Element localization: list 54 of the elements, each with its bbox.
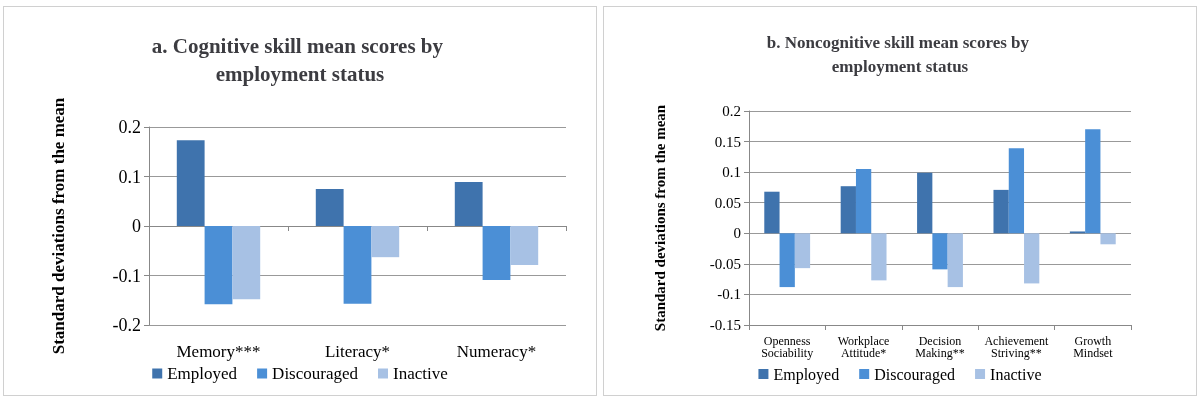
- bar: [794, 233, 811, 269]
- y-tick-label: 0.2: [722, 103, 741, 119]
- x-tick-label: Literacy*: [324, 342, 391, 361]
- y-tick-label: -0.05: [709, 255, 741, 272]
- bar: [232, 226, 261, 300]
- legend-label: Inactive: [990, 365, 1042, 383]
- y-tick-label: -0.15: [709, 317, 741, 333]
- bar: [315, 188, 344, 226]
- x-tick-label: Workplace Attitude*: [837, 334, 890, 360]
- y-tick-label: 0: [132, 216, 141, 236]
- y-tick-label: 0.15: [714, 133, 741, 150]
- bar: [855, 169, 872, 234]
- bar: [1024, 233, 1040, 284]
- chart-title: b. Noncognitive skill mean scores by employment status: [766, 32, 1034, 76]
- x-tick-label: Decision Making**: [915, 334, 965, 360]
- bar: [779, 233, 795, 288]
- y-axis-title: Standard deviations from the mean: [48, 97, 68, 355]
- legend-label: Discouraged: [874, 365, 956, 384]
- bar: [993, 189, 1009, 234]
- bar: [840, 186, 856, 234]
- bar: [932, 233, 948, 270]
- bar: [917, 172, 933, 234]
- y-tick-label: -0.2: [112, 315, 141, 335]
- legend-label: Discouraged: [272, 364, 359, 383]
- y-tick-label: 0.2: [118, 117, 141, 137]
- bar: [871, 233, 887, 281]
- bar: [454, 181, 483, 226]
- x-tick-label: Openness Sociability: [761, 334, 814, 360]
- x-tick-label: Memory***: [176, 342, 261, 361]
- bar: [947, 233, 963, 288]
- x-tick-label: Growth Mindset: [1073, 334, 1114, 360]
- bar: [482, 226, 511, 280]
- x-tick-label: Achievement Striving**: [984, 334, 1050, 360]
- y-tick-label: 0.05: [714, 194, 741, 211]
- legend-label: Inactive: [393, 364, 448, 383]
- x-tick-label: Numeracy*: [456, 342, 537, 361]
- bar: [764, 191, 780, 234]
- y-tick-label: 0: [733, 225, 741, 242]
- y-axis-title: Standard deviations from the mean: [652, 104, 668, 332]
- chart-title: a. Cognitive skill mean scores by employment status: [151, 34, 449, 86]
- bar: [176, 140, 205, 226]
- bar: [510, 226, 539, 266]
- y-tick-label: 0.1: [118, 166, 141, 187]
- y-tick-label: -0.1: [112, 265, 141, 286]
- bar: [1100, 233, 1116, 245]
- bar: [1085, 129, 1101, 234]
- y-tick-label: 0.1: [722, 164, 741, 181]
- bar: [1008, 148, 1025, 234]
- legend-label: Employed: [773, 365, 840, 384]
- bar: [204, 226, 233, 305]
- legend-label: Employed: [167, 364, 238, 383]
- y-tick-label: -0.1: [717, 286, 741, 303]
- bar: [371, 226, 400, 258]
- bar: [343, 226, 372, 304]
